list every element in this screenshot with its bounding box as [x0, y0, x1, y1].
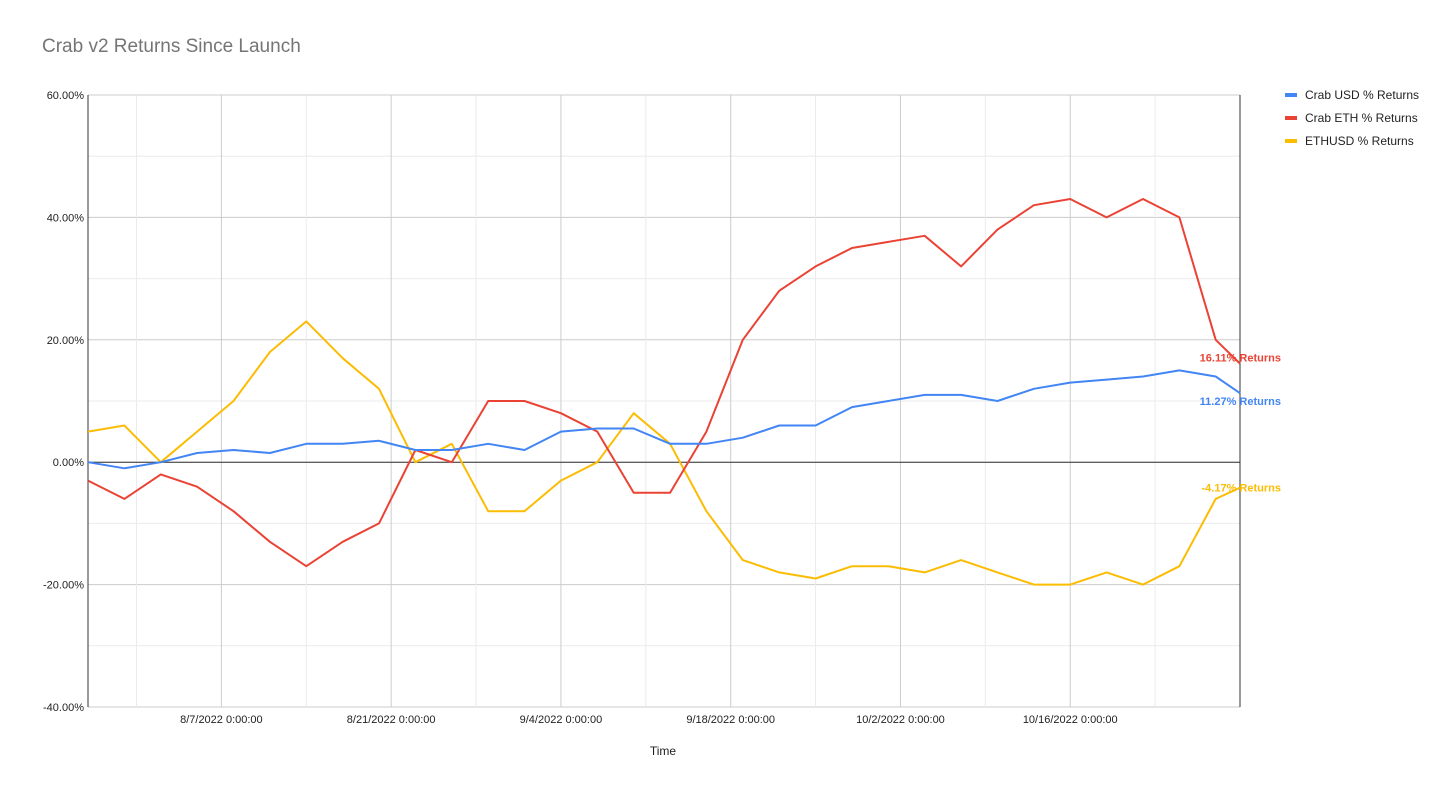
x-tick-label: 10/2/2022 0:00:00 — [856, 714, 945, 726]
grid — [88, 94, 1241, 708]
end-labels: 11.27% Returns 16.11% Returns -4.17% Retur… — [1200, 353, 1281, 495]
x-axis-title: Time — [650, 744, 677, 758]
legend-swatch-1 — [1285, 116, 1297, 120]
x-tick-label: 9/18/2022 0:00:00 — [686, 714, 775, 726]
x-tick-label: 10/16/2022 0:00:00 — [1023, 714, 1118, 726]
legend: Crab USD % Returns Crab ETH % Returns ETHU… — [1285, 88, 1419, 148]
y-tick-label: 20.00% — [47, 335, 85, 347]
end-label-1: 16.11% Returns — [1200, 353, 1281, 365]
y-tick-label: 60.00% — [47, 90, 85, 102]
series-line-0 — [87, 369, 1241, 470]
x-tick-label: 9/4/2022 0:00:00 — [520, 714, 603, 726]
y-tick-label: 0.00% — [53, 457, 84, 469]
series-line-1 — [87, 198, 1241, 568]
y-tick-label: -20.00% — [43, 580, 84, 592]
y-tick-label: -40.00% — [43, 702, 84, 714]
chart-title: Crab v2 Returns Since Launch — [42, 36, 301, 57]
x-tick-label: 8/21/2022 0:00:00 — [347, 714, 436, 726]
legend-label-0: Crab USD % Returns — [1305, 88, 1419, 102]
legend-label-2: ETHUSD % Returns — [1305, 134, 1414, 148]
legend-swatch-2 — [1285, 139, 1297, 143]
legend-swatch-0 — [1285, 93, 1297, 97]
y-tick-label: 40.00% — [47, 212, 85, 224]
end-label-2: -4.17% Returns — [1202, 483, 1281, 495]
axes: 60.00% 40.00% 20.00% 0.00% -20.00% -40.00% 8/7… — [43, 90, 1241, 726]
legend-label-1: Crab ETH % Returns — [1305, 111, 1418, 125]
series-lines — [87, 198, 1241, 586]
end-label-0: 11.27% Returns — [1200, 396, 1281, 408]
x-tick-label: 8/7/2022 0:00:00 — [180, 714, 263, 726]
